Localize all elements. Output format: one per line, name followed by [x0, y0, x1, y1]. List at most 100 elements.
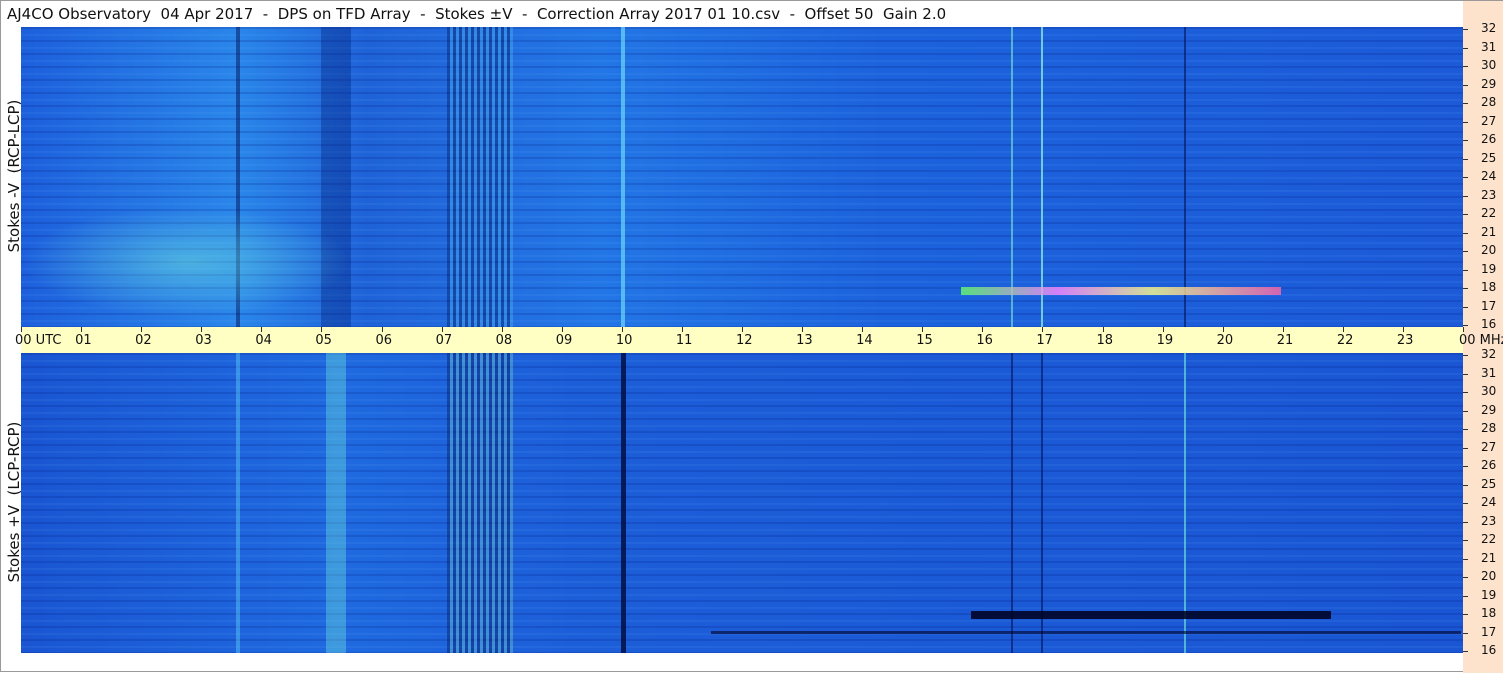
freq-label: 32 — [1481, 347, 1497, 361]
freq-tick — [1463, 103, 1468, 104]
time-tick — [1282, 327, 1284, 332]
time-tick — [1463, 327, 1464, 332]
time-tick — [922, 327, 924, 332]
title: AJ4CO Observatory 04 Apr 2017 - DPS on T… — [7, 5, 947, 23]
freq-tick — [1463, 447, 1468, 449]
freq-tick — [1463, 47, 1468, 49]
freq-label: 24 — [1481, 169, 1497, 183]
freq-label: 27 — [1481, 439, 1497, 454]
time-label: 04 — [255, 333, 272, 348]
time-label: 22 — [1336, 333, 1354, 348]
time-axis: 00 UTC 01 02 03 04 05 06 07 08 09 10 11 12 13 14 15 16 17… — [15, 327, 1503, 353]
freq-tick — [1463, 214, 1468, 215]
time-tick — [621, 327, 623, 332]
freq-tick — [1463, 521, 1468, 523]
time-tick — [982, 327, 984, 332]
freq-label: 29 — [1481, 402, 1497, 417]
right-margin — [1463, 1, 1503, 673]
time-tick — [742, 327, 743, 332]
freq-tick — [1463, 66, 1468, 67]
time-label: 12 — [736, 333, 753, 348]
freq-label: 19 — [1481, 587, 1497, 602]
time-label: 21 — [1276, 333, 1294, 348]
time-label: 20 — [1216, 333, 1234, 348]
panel-label: Stokes -V (RCP-LCP) — [5, 99, 23, 253]
freq-tick — [1463, 429, 1468, 430]
freq-label: 21 — [1481, 550, 1497, 565]
freq-label: 32 — [1481, 21, 1497, 35]
time-tick — [261, 327, 263, 332]
freq-label: 23 — [1481, 187, 1497, 202]
freq-tick — [1463, 251, 1468, 252]
spectrogram-top — [21, 27, 1463, 327]
freq-tick — [1463, 410, 1468, 412]
time-tick — [81, 327, 83, 332]
time-label: 00 UTC — [15, 333, 62, 348]
freq-tick — [1463, 84, 1468, 86]
freq-label: 26 — [1481, 132, 1497, 146]
freq-label: 29 — [1481, 76, 1497, 91]
freq-tick — [1463, 373, 1468, 375]
freq-label: 23 — [1481, 513, 1497, 528]
panel-label: Stokes +V (LCP-RCP) — [5, 421, 23, 583]
freq-label: 30 — [1481, 384, 1497, 398]
freq-tick — [1463, 269, 1468, 271]
freq-tick — [1463, 355, 1468, 356]
time-tick — [1042, 327, 1044, 332]
freq-tick — [1463, 632, 1468, 634]
time-label: 18 — [1096, 333, 1114, 348]
time-label: 06 — [375, 333, 393, 348]
time-tick — [681, 327, 683, 332]
freq-tick — [1463, 288, 1468, 289]
freq-label: 30 — [1481, 58, 1497, 72]
freq-label: 31 — [1481, 365, 1497, 380]
freq-label: 19 — [1481, 261, 1497, 276]
freq-tick — [1463, 325, 1468, 326]
time-label: 15 — [916, 333, 933, 348]
time-label: 03 — [195, 333, 212, 348]
freq-label: 16 — [1481, 317, 1497, 331]
time-tick — [1222, 327, 1224, 332]
freq-label: 25 — [1481, 476, 1497, 491]
spectrogram-bottom — [21, 353, 1463, 653]
time-tick — [201, 327, 203, 332]
freq-tick — [1463, 121, 1468, 123]
freq-label: 18 — [1481, 606, 1497, 620]
freq-tick — [1463, 614, 1468, 615]
time-label: 17 — [1036, 333, 1053, 348]
time-tick — [1342, 327, 1344, 332]
time-label: 10 — [615, 333, 633, 348]
time-label: 14 — [856, 333, 873, 348]
time-tick — [21, 327, 22, 332]
freq-tick — [1463, 651, 1468, 652]
time-label: 05 — [315, 333, 332, 348]
time-label: 07 — [435, 333, 453, 348]
time-label: 23 — [1396, 333, 1414, 348]
freq-tick — [1463, 140, 1468, 141]
time-label: 00 MHz — [1459, 333, 1503, 348]
freq-tick — [1463, 595, 1468, 597]
time-tick — [321, 327, 323, 332]
freq-label: 28 — [1481, 421, 1497, 435]
time-label: 02 — [135, 333, 152, 348]
freq-label: 20 — [1481, 569, 1497, 583]
time-label: 19 — [1156, 333, 1174, 348]
time-tick — [802, 327, 804, 332]
time-tick — [1402, 327, 1404, 332]
freq-tick — [1463, 466, 1468, 467]
freq-tick — [1463, 540, 1468, 541]
time-tick — [561, 327, 563, 332]
time-tick — [441, 327, 443, 332]
freq-label: 27 — [1481, 113, 1497, 128]
freq-label: 24 — [1481, 495, 1497, 509]
freq-label: 21 — [1481, 224, 1497, 239]
time-label: 09 — [555, 333, 573, 348]
freq-label: 31 — [1481, 39, 1497, 54]
time-label: 11 — [675, 333, 693, 348]
time-tick — [381, 327, 383, 332]
time-tick — [862, 327, 864, 332]
freq-label: 26 — [1481, 458, 1497, 472]
freq-label: 17 — [1481, 624, 1497, 639]
time-label: 08 — [495, 333, 513, 348]
